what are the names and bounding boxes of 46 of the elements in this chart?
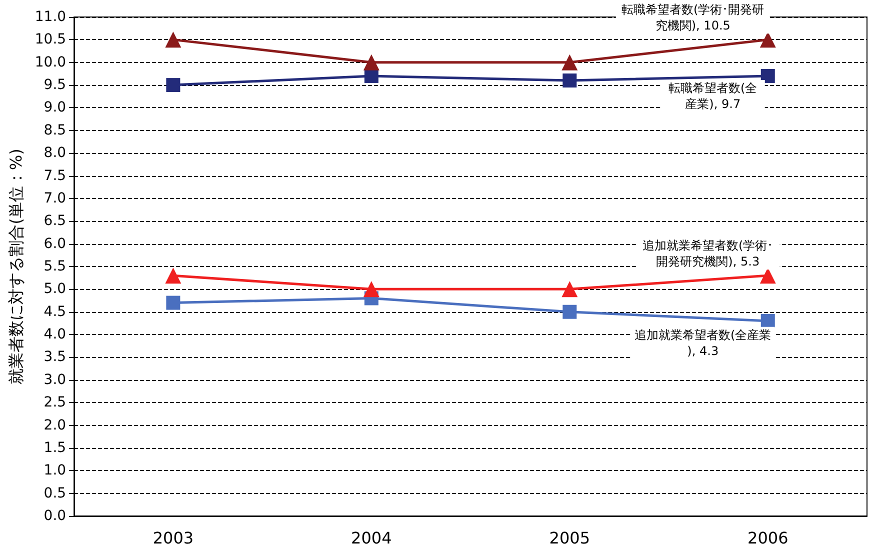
y-tick-label: 6.5 <box>44 213 66 230</box>
y-tick-label: 3.5 <box>44 349 66 366</box>
annotation: 転職希望者数(全産業), 9.7 <box>668 80 758 111</box>
y-tick-label: 3.0 <box>44 372 66 388</box>
y-tick-label: 0.5 <box>44 485 66 502</box>
y-tick-label: 9.5 <box>44 77 66 94</box>
point <box>166 296 180 310</box>
y-tick-label: 1.0 <box>44 462 66 479</box>
y-tick-label: 0.0 <box>44 508 66 524</box>
point <box>166 78 180 92</box>
x-tick-label: 2006 <box>748 528 788 548</box>
y-tick-label: 4.5 <box>44 304 66 320</box>
y-tick-label: 2.5 <box>44 394 66 411</box>
y-tick-label: 7.5 <box>44 168 66 184</box>
y-tick-label: 9.0 <box>44 100 66 116</box>
point <box>562 54 578 70</box>
y-tick-label: 6.0 <box>44 236 66 252</box>
point <box>165 268 182 284</box>
y-tick-label: 5.0 <box>44 281 66 298</box>
y-tick-label: 11.0 <box>34 9 66 25</box>
point <box>760 68 775 83</box>
y-tick-label: 10.5 <box>34 32 66 48</box>
x-tick-label: 2004 <box>351 528 392 548</box>
y-tick-label: 5.5 <box>44 258 66 274</box>
x-tick-label: 2003 <box>152 528 194 548</box>
y-tick-label: 8.0 <box>44 145 66 162</box>
annotation: 追加就業希望者数(全産業), 4.3 <box>634 328 772 358</box>
y-tick-label: 4.0 <box>44 326 66 343</box>
point <box>562 304 577 319</box>
y-tick-label: 10.0 <box>34 54 66 70</box>
y-tick-label: 1.5 <box>44 440 66 456</box>
point <box>760 314 775 328</box>
point <box>165 32 182 48</box>
y-axis-title: 就業者数に対する割合(単位：%) <box>6 148 26 384</box>
point <box>760 268 776 284</box>
annotation: 追加就業希望者数(学術･開発研究機関), 5.3 <box>642 238 774 269</box>
point <box>562 74 577 88</box>
x-tick-label: 2005 <box>549 528 590 548</box>
annotation: 転職希望者数(学術･開発研究機関), 10.5 <box>622 2 764 33</box>
y-tick-label: 7.0 <box>44 190 66 206</box>
y-tick-label: 2.0 <box>44 417 66 434</box>
point <box>760 32 776 48</box>
point <box>363 54 380 70</box>
y-tick-label: 8.5 <box>44 122 66 138</box>
point <box>562 281 578 298</box>
point <box>363 281 380 298</box>
